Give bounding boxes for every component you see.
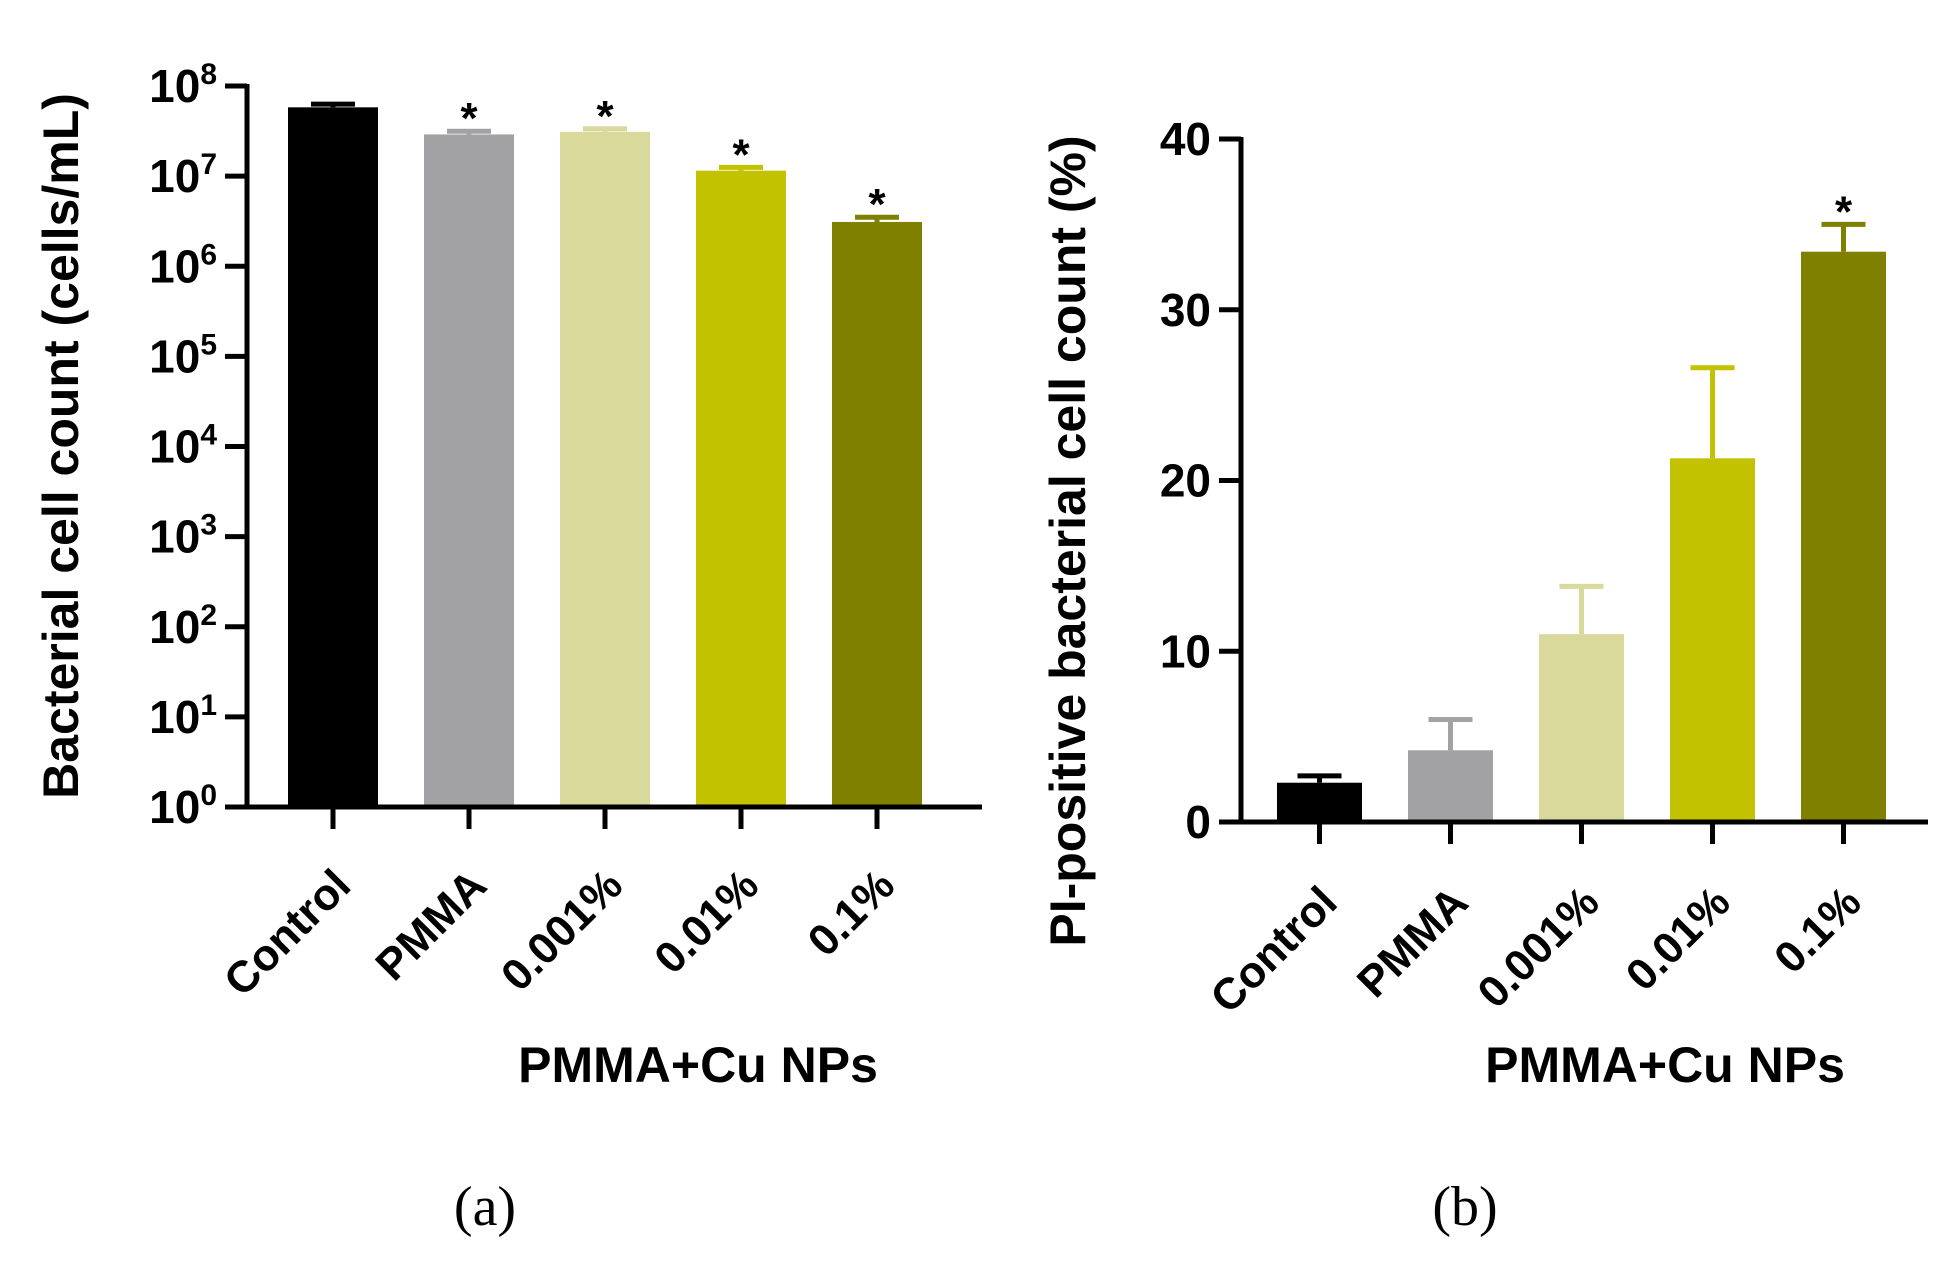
chart2-panel-label: (b) bbox=[1432, 1176, 1497, 1238]
chart2-bar bbox=[1801, 251, 1886, 822]
chart1-y-tick-label: 102 bbox=[149, 599, 217, 653]
chart1-category-label: 0.1% bbox=[799, 860, 905, 966]
chart1-category-label: Control bbox=[215, 860, 360, 1005]
chart2-significance-star: * bbox=[1835, 187, 1853, 236]
chart1-y-tick-label: 107 bbox=[149, 148, 217, 202]
chart1-y-tick-label: 103 bbox=[149, 509, 217, 563]
chart2-bar bbox=[1539, 634, 1624, 822]
chart2-category-label: 0.01% bbox=[1617, 877, 1740, 1000]
chart2-bar bbox=[1670, 458, 1755, 822]
chart1-category-label: PMMA bbox=[366, 860, 496, 990]
chart1-y-tick-label: 106 bbox=[149, 238, 217, 292]
chart1-y-tick-label: 104 bbox=[149, 419, 217, 473]
chart1-y-tick-label: 100 bbox=[149, 779, 217, 833]
chart1-y-tick-label: 108 bbox=[149, 58, 217, 112]
chart1-y-tick-label: 101 bbox=[149, 689, 217, 743]
chart2-x-group-label: PMMA+Cu NPs bbox=[1485, 1037, 1845, 1093]
chart1-x-group-label: PMMA+Cu NPs bbox=[518, 1037, 878, 1093]
chart2-bar bbox=[1277, 782, 1362, 822]
chart2-y-tick-label: 20 bbox=[1160, 455, 1211, 507]
chart2-bar bbox=[1408, 750, 1493, 822]
chart2-y-tick-label: 10 bbox=[1160, 625, 1211, 677]
chart1-bar bbox=[424, 134, 514, 807]
chart1-significance-star: * bbox=[460, 94, 478, 143]
chart1-bar bbox=[696, 170, 786, 807]
chart2-category-label: PMMA bbox=[1348, 877, 1478, 1007]
chart1-significance-star: * bbox=[868, 180, 886, 229]
chart1-bar bbox=[288, 107, 378, 808]
chart2-y-tick-label: 30 bbox=[1160, 284, 1211, 336]
chart1-significance-star: * bbox=[732, 130, 750, 179]
chart1-bar bbox=[560, 131, 650, 807]
chart1-y-axis-title: Bacterial cell count (cells/mL) bbox=[33, 93, 89, 799]
chart2-category-label: 0.001% bbox=[1468, 877, 1608, 1017]
chart2-category-label: 0.1% bbox=[1765, 877, 1871, 983]
chart1-panel-label: (a) bbox=[454, 1176, 516, 1238]
chart1-category-label: 0.01% bbox=[645, 860, 768, 983]
chart1-bar bbox=[832, 221, 922, 807]
chart2-y-axis-title: PI-positive bacterial cell count (%) bbox=[1040, 135, 1096, 946]
chart1-significance-star: * bbox=[596, 92, 614, 141]
chart1-category-label: 0.001% bbox=[492, 860, 632, 1000]
chart2-category-label: Control bbox=[1201, 877, 1346, 1022]
chart1-y-tick-label: 105 bbox=[149, 328, 217, 382]
chart2-y-tick-label: 40 bbox=[1160, 113, 1211, 165]
panel-a-chart: Control * PMMA * 0.001% * 0.01% * 0.1% 100 101 102 1… bbox=[33, 58, 982, 1238]
chart2-y-tick-label: 0 bbox=[1185, 796, 1211, 848]
